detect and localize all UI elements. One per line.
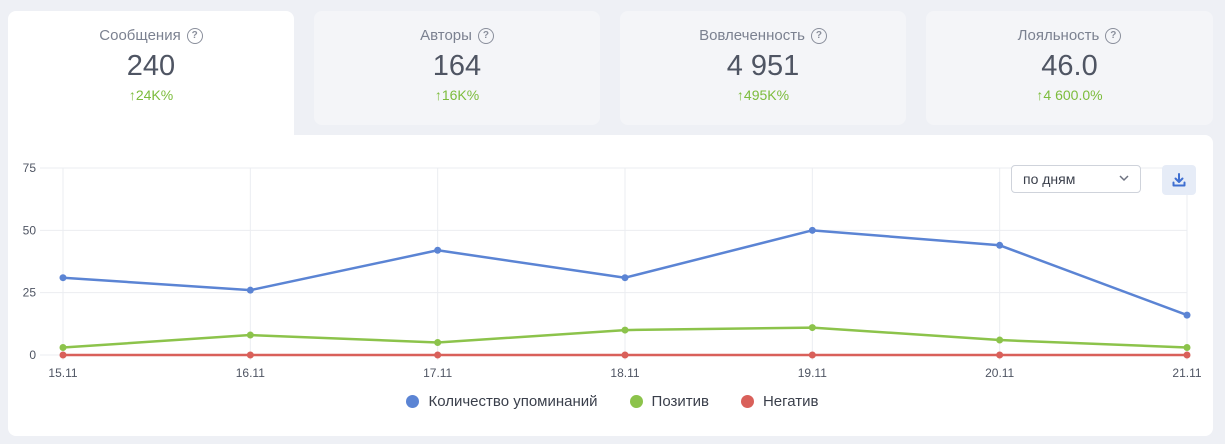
period-select[interactable]: по дням (1011, 165, 1141, 193)
kpi-title: Сообщения (99, 27, 181, 44)
data-point (621, 351, 629, 359)
question-circle-icon[interactable]: ? (477, 27, 494, 44)
legend-label: Позитив (651, 393, 709, 410)
data-point (808, 351, 816, 359)
x-tick-label: 20.11 (985, 366, 1014, 380)
data-point (1183, 311, 1191, 319)
kpi-value: 46.0 (1041, 50, 1098, 82)
data-point (996, 241, 1004, 249)
download-button[interactable] (1162, 165, 1196, 195)
kpi-value: 164 (432, 50, 482, 82)
data-point (1183, 344, 1191, 352)
kpi-title: Лояльность (1017, 27, 1100, 44)
chart-legend: Количество упоминаний Позитив Негатив (0, 393, 1225, 410)
kpi-delta: ↑495K% (736, 87, 790, 103)
legend-dot (740, 395, 754, 408)
data-point (621, 326, 629, 334)
kpi-card-messages[interactable]: Сообщения ? 240 ↑24K% (8, 11, 294, 141)
x-tick-label: 18.11 (610, 366, 639, 380)
data-point (434, 339, 442, 347)
legend-dot (629, 395, 643, 408)
kpi-value: 240 (126, 50, 176, 82)
data-point (59, 351, 67, 359)
period-select-value: по дням (1023, 171, 1076, 187)
data-point (621, 274, 629, 282)
question-circle-icon[interactable]: ? (810, 27, 827, 44)
data-point (434, 246, 442, 254)
y-tick-label: 25 (23, 286, 37, 300)
x-tick-label: 15.11 (48, 366, 77, 380)
x-tick-label: 17.11 (423, 366, 452, 380)
data-point (996, 351, 1004, 359)
kpi-title: Вовлеченность (699, 27, 805, 44)
kpi-value: 4 951 (726, 50, 800, 82)
data-point (434, 351, 442, 359)
download-icon (1172, 173, 1186, 187)
question-circle-icon[interactable]: ? (186, 27, 203, 44)
kpi-card-authors[interactable]: Авторы ? 164 ↑16K% (314, 11, 600, 125)
kpi-card-loyalty[interactable]: Лояльность ? 46.0 ↑4 600.0% (926, 11, 1213, 125)
legend-item-negative[interactable]: Негатив (740, 393, 819, 410)
y-tick-label: 0 (29, 348, 36, 362)
x-tick-label: 19.11 (798, 366, 827, 380)
data-point (246, 351, 254, 359)
legend-dot (406, 395, 420, 408)
x-tick-label: 16.11 (236, 366, 265, 380)
kpi-title: Авторы (420, 27, 472, 44)
data-point (1183, 351, 1191, 359)
data-point (808, 324, 816, 332)
legend-label: Негатив (762, 393, 819, 410)
data-point (808, 226, 816, 234)
data-point (59, 274, 67, 282)
y-tick-label: 75 (23, 161, 37, 175)
chevron-down-icon (1119, 175, 1129, 182)
data-point (246, 286, 254, 294)
question-circle-icon[interactable]: ? (1105, 27, 1122, 44)
legend-item-mentions[interactable]: Количество упоминаний (406, 393, 598, 410)
x-tick-label: 21.11 (1172, 366, 1201, 380)
line-chart: 0 25 50 75 15.11 16.11 17.11 18.11 19.11 20.11 21.… (23, 161, 1202, 380)
data-point (996, 336, 1004, 344)
data-point (246, 331, 254, 339)
kpi-delta: ↑4 600.0% (1036, 87, 1103, 103)
kpi-delta: ↑24K% (128, 87, 174, 103)
data-point (59, 344, 67, 352)
y-tick-label: 50 (23, 223, 37, 237)
legend-item-positive[interactable]: Позитив (629, 393, 709, 410)
kpi-card-engagement[interactable]: Вовлеченность ? 4 951 ↑495K% (620, 11, 906, 125)
kpi-delta: ↑16K% (434, 87, 480, 103)
legend-label: Количество упоминаний (428, 393, 598, 410)
